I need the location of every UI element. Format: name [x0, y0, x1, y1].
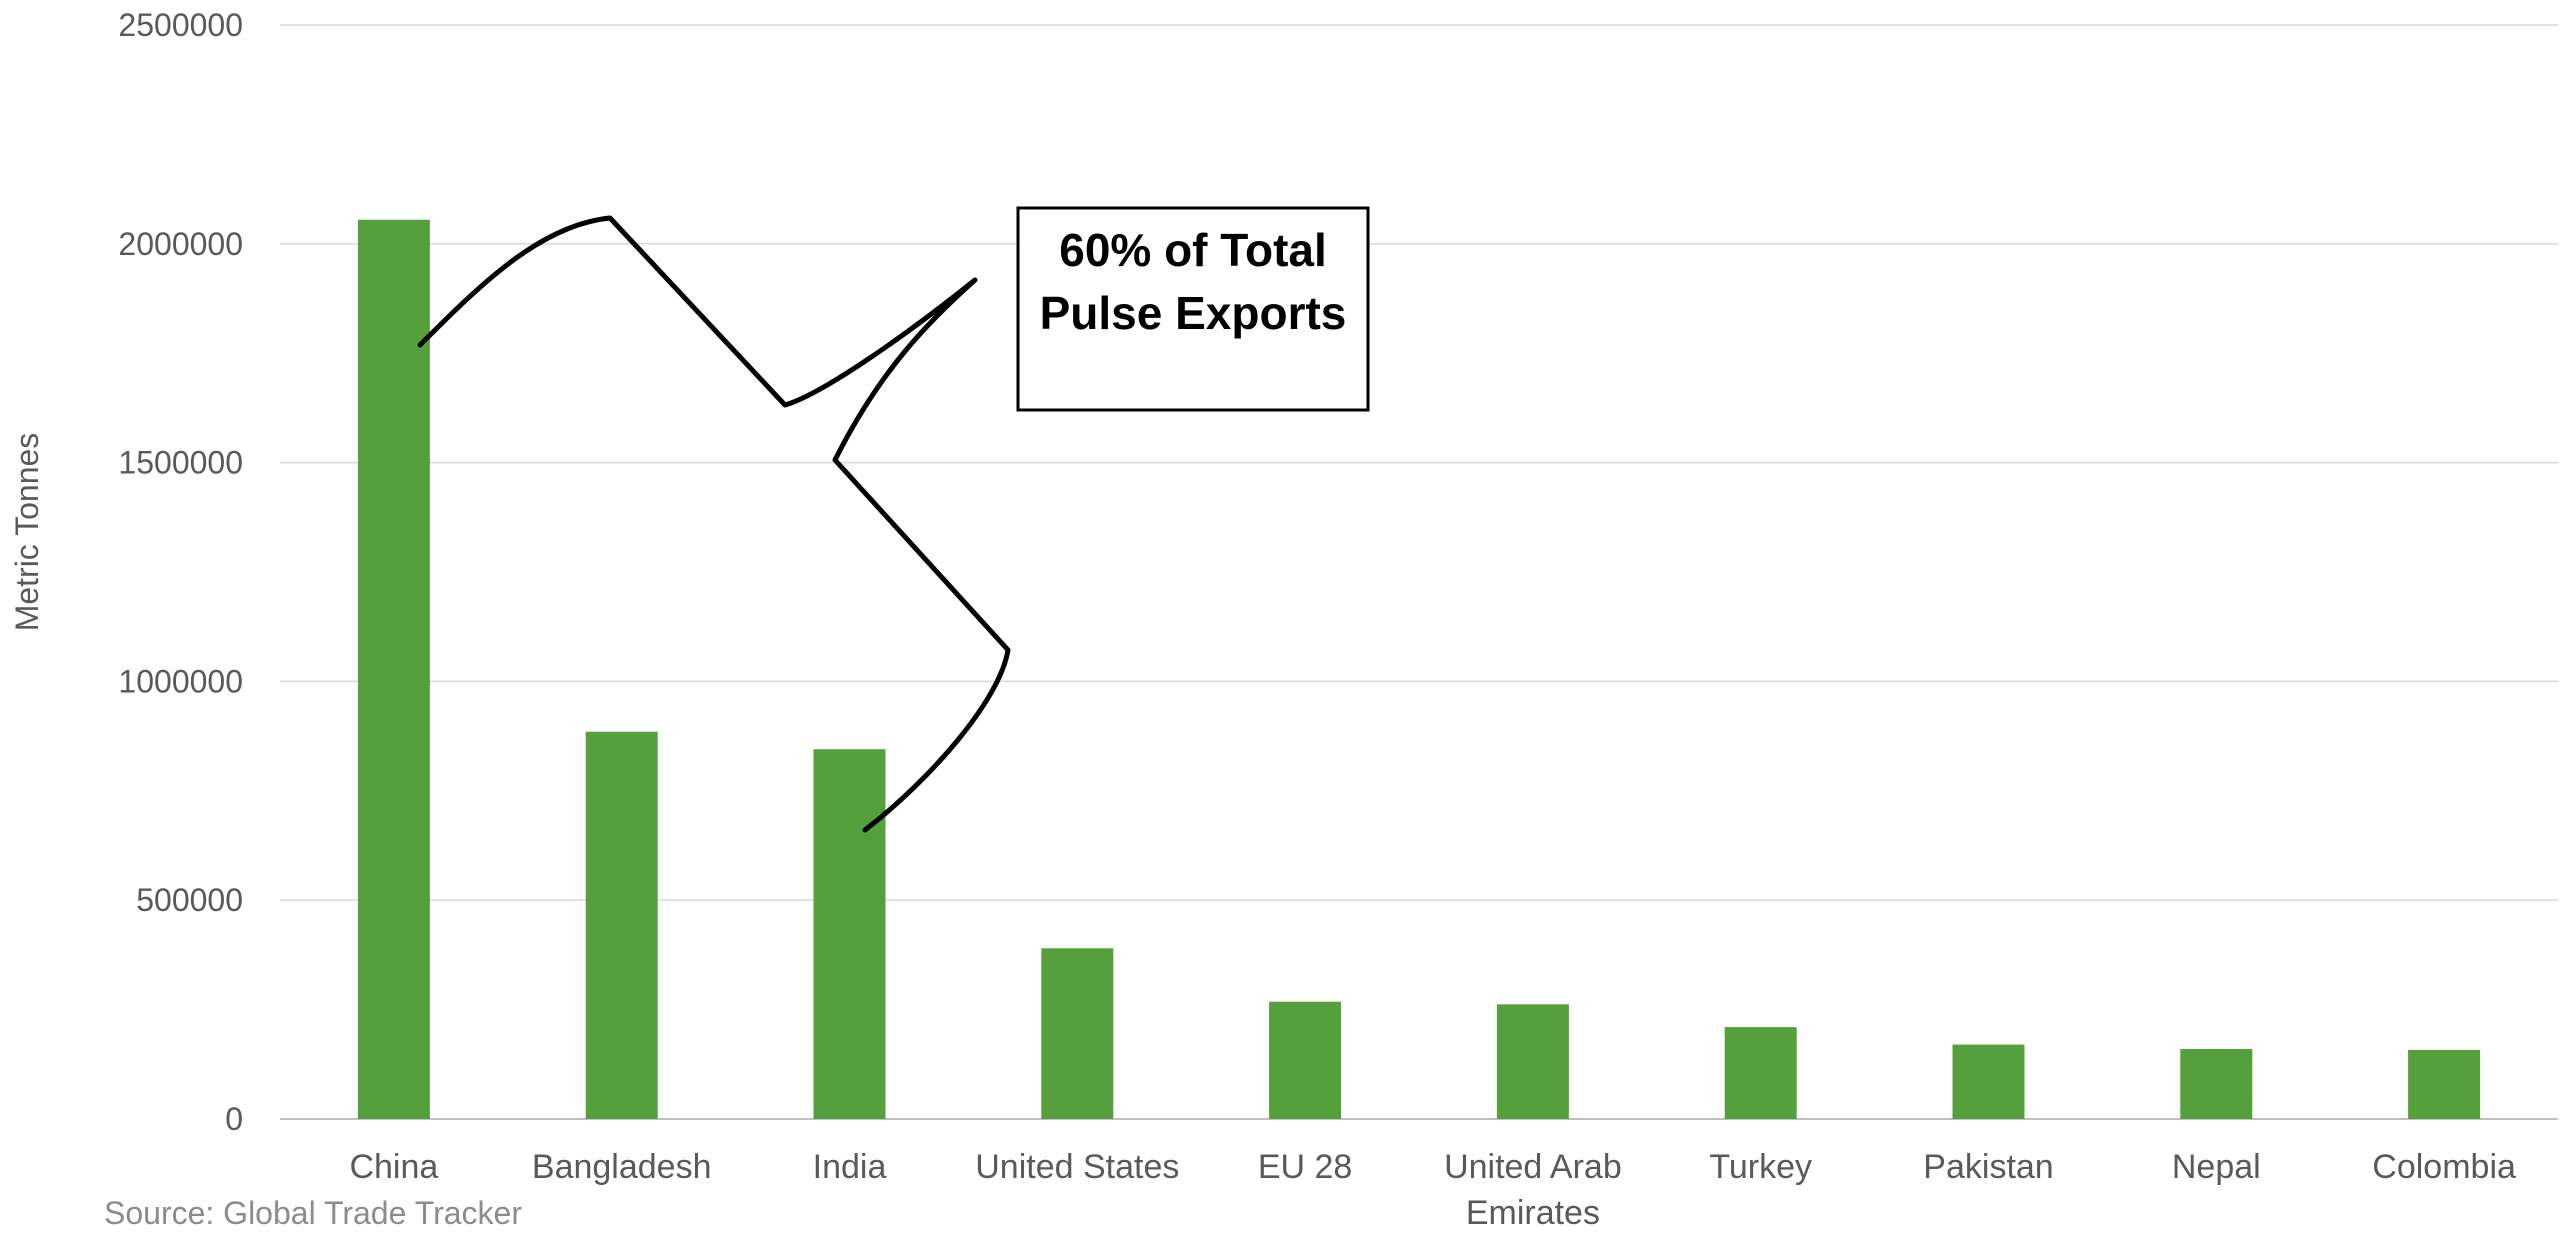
x-category-label: Bangladesh — [532, 1148, 712, 1186]
y-tick-label: 1500000 — [118, 445, 243, 481]
x-category-label: United States — [975, 1148, 1179, 1186]
bar-bangladesh — [585, 731, 658, 1119]
callout-brace — [417, 215, 1011, 833]
bar-nepal — [2180, 1048, 2253, 1119]
callout-text-line-1: 60% of Total — [1059, 224, 1327, 276]
x-category-label: Colombia — [2372, 1148, 2516, 1186]
bar-china — [357, 219, 430, 1119]
bar-colombia — [2408, 1049, 2481, 1119]
bar-eu-28 — [1269, 1001, 1342, 1119]
x-axis-categories: China Bangladesh India United States EU 28 Un… — [349, 1148, 2516, 1232]
x-category-label: Pakistan — [1923, 1148, 2053, 1186]
x-category-label: United Arab Emirates — [1444, 1148, 1622, 1229]
x-category-label: Nepal — [2172, 1148, 2261, 1186]
callout-text-line-2: Pulse Exports — [1040, 287, 1347, 339]
bars — [357, 219, 2481, 1119]
y-tick-label: 2000000 — [118, 226, 243, 262]
bar-united-arab-emirates — [1496, 1004, 1569, 1119]
bar-united-states — [1041, 948, 1114, 1119]
y-tick-label: 2500000 — [118, 7, 243, 43]
bar-pakistan — [1952, 1044, 2025, 1119]
callout-box: 60% of Total Pulse Exports — [1016, 206, 1370, 412]
bar-india — [813, 749, 886, 1119]
y-tick-label: 0 — [225, 1101, 243, 1137]
x-category-label: India — [813, 1148, 887, 1186]
y-axis-title: Metric Tonnes — [9, 433, 45, 632]
x-category-label: China — [349, 1148, 438, 1186]
y-tick-label: 1000000 — [118, 663, 243, 699]
gridlines — [280, 24, 2558, 1120]
source-note: Source: Global Trade Tracker — [104, 1195, 522, 1229]
bar-turkey — [1724, 1027, 1797, 1119]
y-axis-ticks: 0 500000 1000000 1500000 2000000 2500000 — [118, 7, 243, 1137]
x-category-label: Turkey — [1709, 1148, 1812, 1186]
x-category-label: EU 28 — [1258, 1148, 1353, 1186]
y-tick-label: 500000 — [136, 882, 243, 918]
